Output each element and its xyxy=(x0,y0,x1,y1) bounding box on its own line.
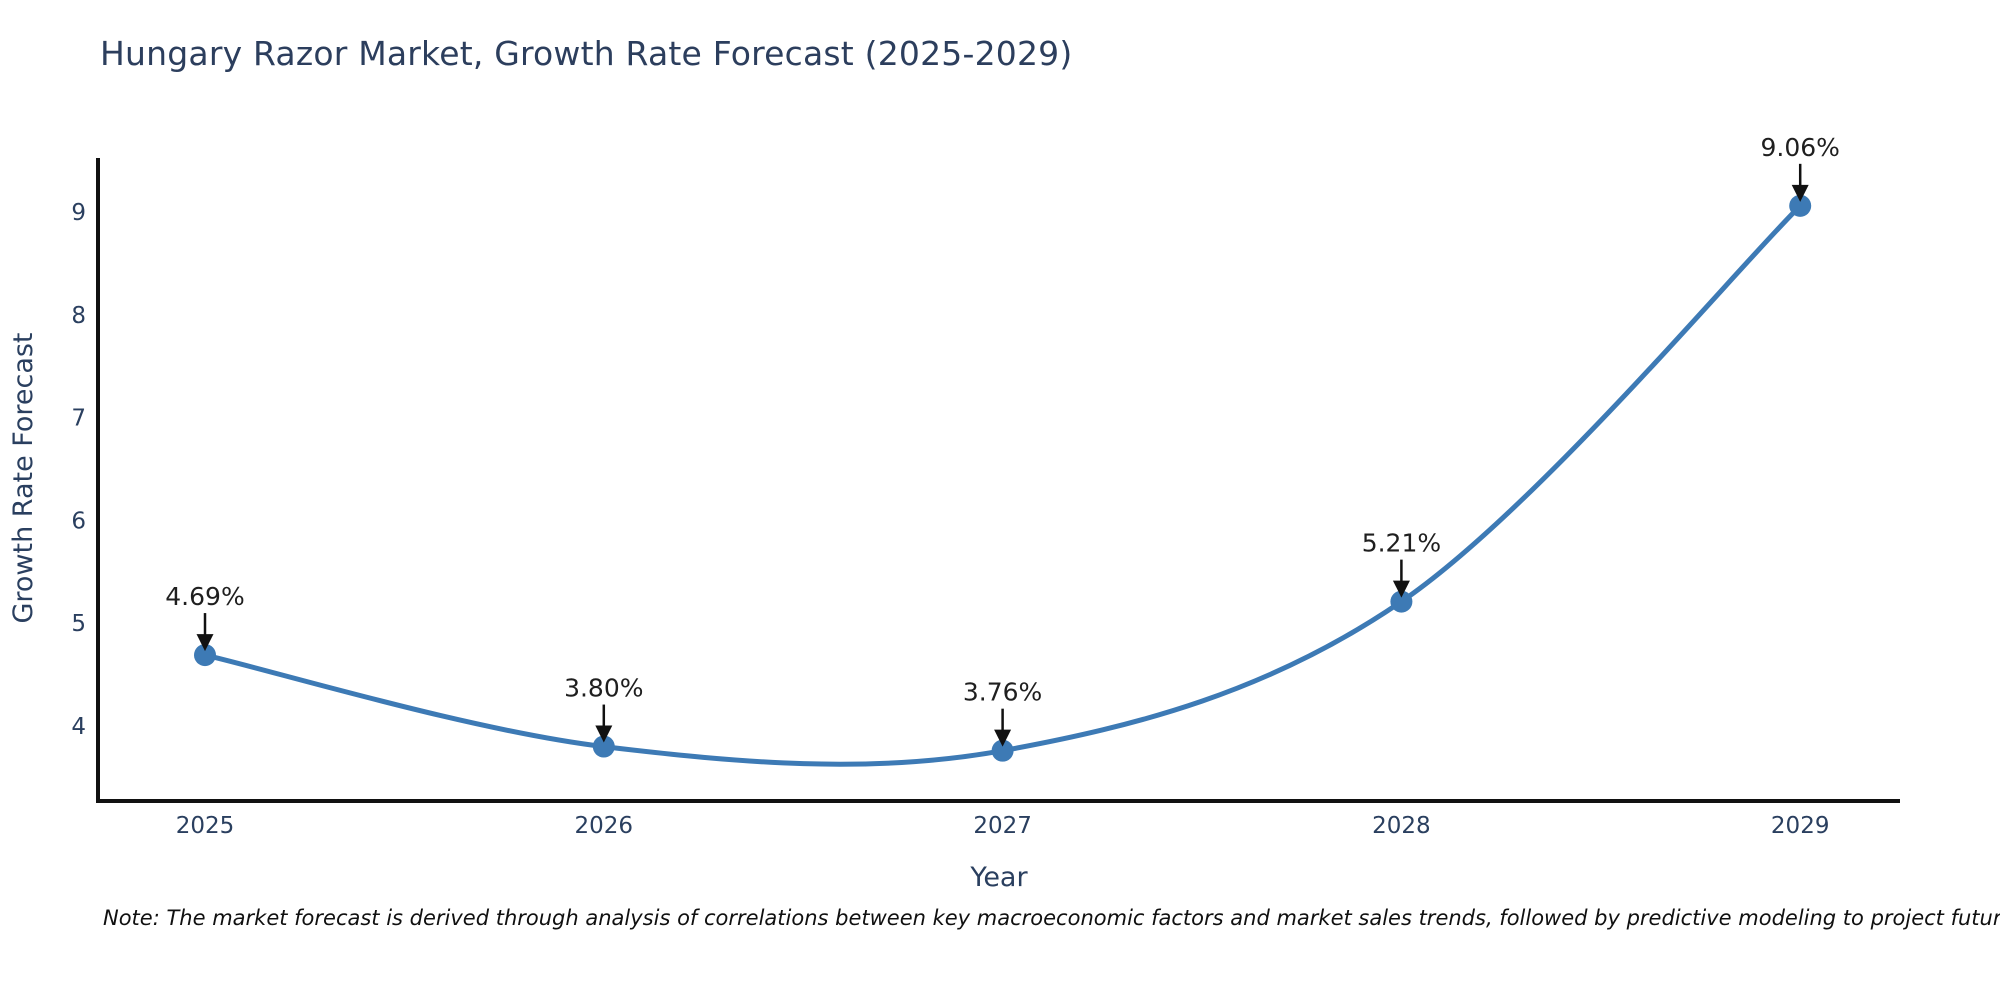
data-point-marker xyxy=(1390,590,1413,613)
data-point-marker xyxy=(1789,194,1812,217)
y-tick-label: 8 xyxy=(71,303,86,329)
data-point-marker xyxy=(194,644,216,667)
data-point-label: 3.80% xyxy=(564,674,643,703)
y-tick-label: 5 xyxy=(71,611,86,637)
x-axis-title: Year xyxy=(969,862,1028,893)
annotation-arrowhead-icon xyxy=(1791,184,1809,202)
y-axis-title: Growth Rate Forecast xyxy=(8,332,39,623)
y-tick-label: 9 xyxy=(71,200,86,226)
data-point-label: 9.06% xyxy=(1760,133,1839,162)
x-tick-label: 2028 xyxy=(1372,813,1431,839)
chart-title: Hungary Razor Market, Growth Rate Foreca… xyxy=(100,34,1073,73)
y-tick-label: 7 xyxy=(71,406,86,432)
annotation-arrowhead-icon xyxy=(994,729,1012,747)
data-point-label: 5.21% xyxy=(1362,529,1441,558)
annotation-arrowhead-icon xyxy=(595,725,613,743)
data-point-label: 4.69% xyxy=(165,582,244,611)
x-tick-label: 2029 xyxy=(1771,813,1830,839)
y-tick-label: 6 xyxy=(71,508,86,534)
footnote: Note: The market forecast is derived thr… xyxy=(103,906,2000,930)
annotation-arrowhead-icon xyxy=(196,634,214,652)
x-tick-label: 2026 xyxy=(575,813,634,839)
x-tick-label: 2025 xyxy=(176,813,235,839)
y-tick-label: 4 xyxy=(71,714,86,740)
data-point-marker xyxy=(991,739,1014,762)
annotation-arrowhead-icon xyxy=(1392,580,1410,598)
data-point-marker xyxy=(592,735,615,758)
data-point-label: 3.76% xyxy=(963,678,1042,707)
x-tick-label: 2027 xyxy=(973,813,1032,839)
